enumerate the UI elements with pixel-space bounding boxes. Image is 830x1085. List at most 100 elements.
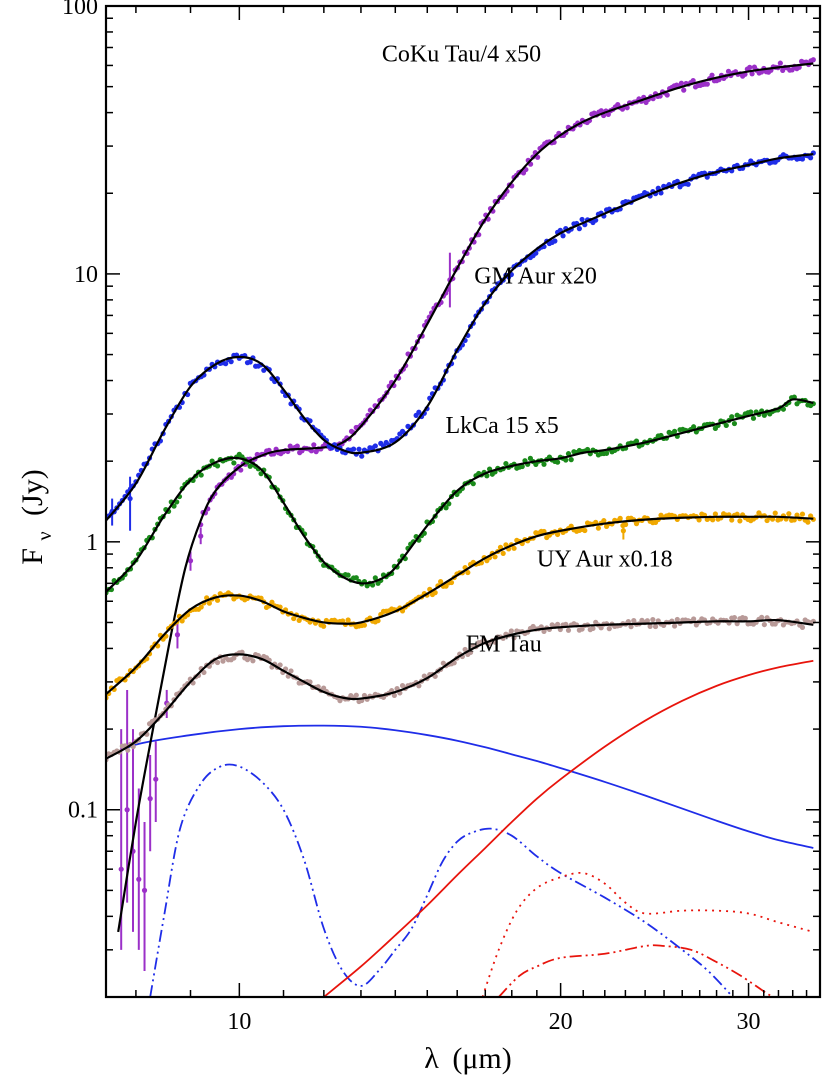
component-red-dotted — [481, 871, 814, 997]
data-point — [799, 156, 806, 162]
data-point — [598, 625, 604, 631]
data-point — [370, 582, 376, 588]
data-point — [124, 807, 130, 813]
data-point — [690, 77, 696, 84]
data-point — [220, 658, 226, 664]
data-point — [729, 414, 735, 420]
plot-frame — [104, 4, 822, 999]
data-point — [258, 471, 264, 477]
data-point — [294, 443, 300, 449]
data-point — [187, 558, 194, 564]
data-point — [231, 655, 237, 661]
data-point — [731, 420, 738, 427]
data-point — [153, 776, 159, 782]
data-point — [201, 669, 207, 676]
data-point — [223, 361, 229, 367]
x-tick-label: 30 — [737, 1009, 761, 1035]
data-point — [174, 632, 181, 638]
data-point — [678, 80, 684, 86]
data-point — [269, 599, 275, 605]
data-point — [625, 618, 631, 625]
data-point — [356, 446, 362, 452]
component-blue-solid — [106, 724, 814, 849]
data-point — [603, 450, 610, 456]
data-point — [704, 81, 710, 87]
data-point — [737, 518, 743, 524]
data-point — [631, 618, 637, 624]
data-point — [118, 866, 124, 872]
model-curve — [106, 153, 814, 522]
data-point — [749, 71, 755, 77]
model-curve — [117, 62, 814, 933]
data-point — [214, 463, 221, 469]
data-point — [511, 635, 517, 641]
data-point — [541, 528, 547, 535]
data-point — [696, 517, 702, 523]
y-tick-label: 10 — [74, 262, 98, 288]
data-point — [810, 57, 816, 63]
data-point — [650, 617, 656, 623]
data-point — [664, 92, 670, 98]
data-point — [555, 459, 561, 465]
data-point — [734, 511, 740, 517]
annotations: CoKu Tau/4 x50 GM Aur x20 LkCa 15 x5 UY Aur… — [382, 42, 673, 658]
series-lkca-15-x5 — [106, 394, 816, 596]
y-axis-title: F ν (Jy) — [16, 469, 58, 564]
data-point — [671, 623, 678, 629]
series-fm-tau — [106, 614, 816, 763]
series-uy-aur-x0-18 — [106, 510, 816, 701]
data-point — [231, 460, 237, 466]
data-point — [731, 614, 738, 621]
series-annotation: CoKu Tau/4 x50 — [382, 42, 541, 68]
data-point — [340, 618, 346, 624]
data-point — [541, 628, 547, 635]
data-point — [555, 621, 561, 627]
data-point — [345, 617, 351, 623]
series-coku-tau-4-x50 — [117, 57, 816, 972]
data-point — [416, 683, 422, 689]
data-point — [725, 68, 732, 74]
data-point — [198, 472, 204, 478]
x-tick-label: 10 — [227, 1009, 251, 1035]
data-point — [710, 517, 716, 523]
data-point — [511, 545, 517, 551]
data-point — [761, 621, 767, 628]
data-point — [250, 658, 256, 664]
data-point — [416, 409, 422, 415]
data-point — [127, 495, 133, 502]
data-point — [674, 616, 680, 623]
data-point — [808, 155, 814, 161]
axes: 10 20 30 0.1 1 10 100 — [62, 0, 822, 1035]
data-point — [438, 579, 444, 585]
data-point — [311, 442, 317, 448]
x-axis-title: λ (μm) — [424, 1042, 511, 1075]
series-annotation: UY Aur x0.18 — [537, 546, 673, 572]
data-point — [136, 876, 142, 882]
data-point — [214, 597, 221, 603]
data-point — [141, 887, 148, 893]
data-point — [794, 512, 800, 518]
data-point — [772, 510, 778, 516]
data-point — [238, 467, 244, 473]
x-tick-label: 20 — [549, 1009, 573, 1035]
data-point — [563, 457, 569, 463]
data-point — [198, 604, 204, 610]
data-point — [658, 190, 664, 196]
data-point — [644, 618, 650, 624]
data-point — [799, 624, 806, 631]
series-annotation: FM Tau — [466, 631, 542, 657]
data-point — [786, 511, 792, 517]
data-point — [671, 428, 678, 434]
data-point — [628, 624, 634, 630]
data-point — [605, 111, 611, 117]
data-point — [709, 72, 715, 78]
data-point — [541, 461, 547, 467]
data-point — [723, 422, 729, 429]
data-point — [620, 528, 626, 534]
data-point — [647, 623, 653, 629]
model-curve — [106, 398, 814, 593]
data-point — [500, 550, 506, 556]
data-point — [247, 359, 253, 365]
data-point — [443, 505, 449, 511]
model-curve — [106, 515, 814, 695]
